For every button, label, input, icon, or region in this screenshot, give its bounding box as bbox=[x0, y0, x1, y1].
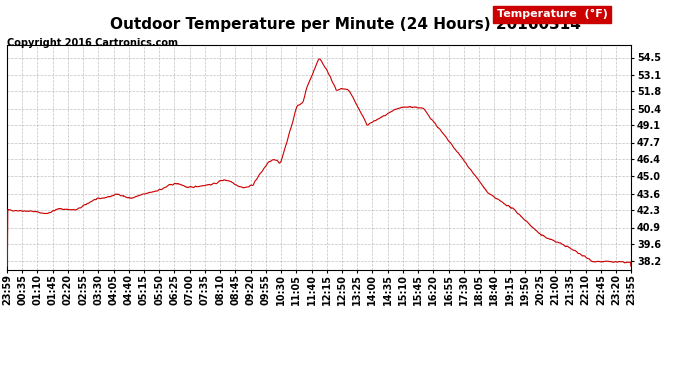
Text: Outdoor Temperature per Minute (24 Hours) 20160314: Outdoor Temperature per Minute (24 Hours… bbox=[110, 17, 580, 32]
Text: Temperature  (°F): Temperature (°F) bbox=[497, 9, 608, 20]
Text: Copyright 2016 Cartronics.com: Copyright 2016 Cartronics.com bbox=[7, 38, 178, 48]
